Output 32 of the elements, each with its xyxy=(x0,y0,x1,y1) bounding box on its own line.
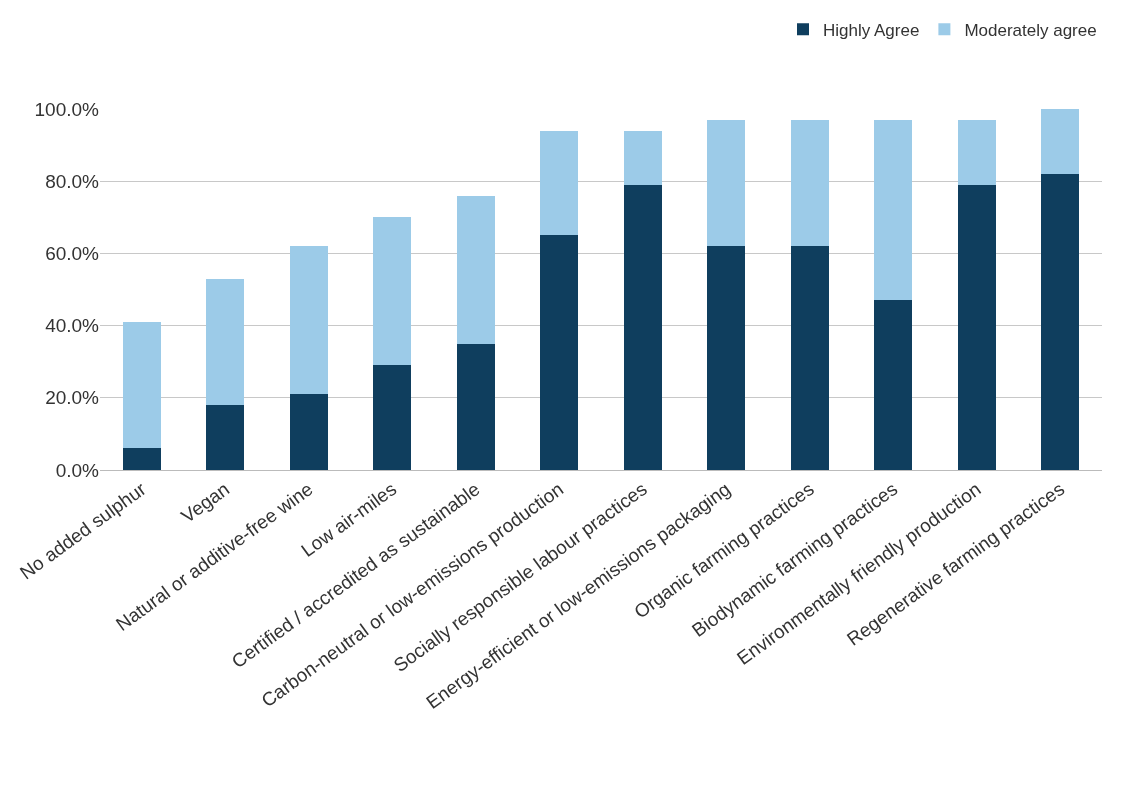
bar xyxy=(540,130,579,236)
y-tick-label: 40.0% xyxy=(45,315,100,337)
bar xyxy=(623,184,662,470)
bar xyxy=(289,246,328,395)
y-tick-label: 60.0% xyxy=(45,243,100,265)
bar xyxy=(707,246,746,470)
y-tick-label: 100.0% xyxy=(34,98,100,120)
bar xyxy=(122,448,161,470)
bar xyxy=(790,246,829,470)
bar xyxy=(874,119,913,301)
bar xyxy=(1041,109,1080,174)
legend-label: Moderately agree xyxy=(964,20,1097,40)
bar xyxy=(623,130,662,185)
bar xyxy=(456,343,495,470)
bar xyxy=(206,278,245,406)
bar xyxy=(456,195,495,344)
bar xyxy=(1041,173,1080,470)
bar xyxy=(790,119,829,247)
legend-label: Highly Agree xyxy=(823,20,920,40)
y-tick-label: 20.0% xyxy=(45,387,100,409)
bar xyxy=(707,119,746,247)
y-tick-label: 0.0% xyxy=(55,459,100,481)
bar xyxy=(957,184,996,470)
bar xyxy=(289,394,328,470)
bar xyxy=(122,321,161,449)
bar xyxy=(540,235,579,470)
bar xyxy=(206,405,245,470)
bar xyxy=(373,217,412,366)
bar xyxy=(874,300,913,470)
bar xyxy=(957,119,996,185)
y-tick-label: 80.0% xyxy=(45,170,100,192)
bar xyxy=(373,365,412,470)
